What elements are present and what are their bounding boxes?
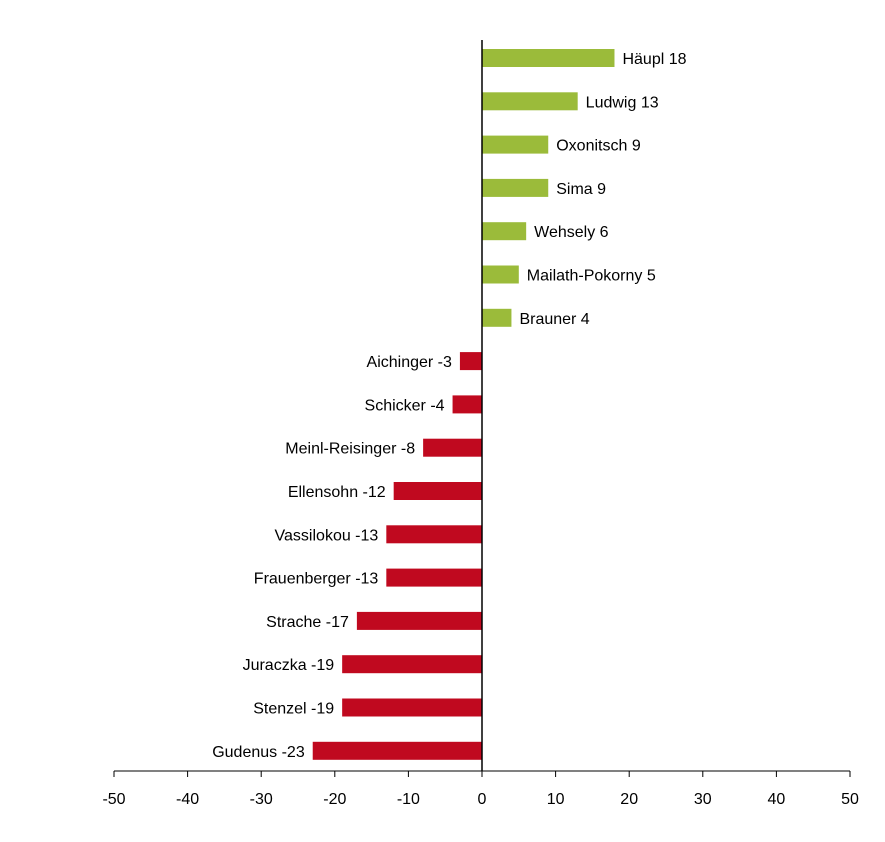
bar-label-oxonitsch: Oxonitsch 9 (556, 138, 641, 155)
x-tick-label-5: 0 (478, 791, 487, 808)
bar-frauenberger (386, 568, 482, 587)
bar-sima (482, 178, 549, 197)
x-tick-label-6: 10 (547, 791, 565, 808)
bar-label-frauenberger: Frauenberger -13 (254, 571, 379, 588)
bar-wehsely (482, 222, 527, 241)
bar-label-juraczka: Juraczka -19 (243, 657, 335, 674)
bar-label-brauner: Brauner 4 (519, 311, 589, 328)
x-tick-label-3: -20 (323, 791, 346, 808)
x-tick-label-1: -40 (176, 791, 199, 808)
x-tick-label-4: -10 (397, 791, 420, 808)
bar-label-sima: Sima 9 (556, 181, 606, 198)
x-axis: -50 -40 -30 -20 -10 0 10 20 30 40 50 (102, 40, 859, 808)
bar-label-schicker: Schicker -4 (365, 397, 445, 414)
bar-label-meinl-reisinger: Meinl-Reisinger -8 (285, 441, 415, 458)
bar-label-gudenus: Gudenus -23 (212, 744, 305, 761)
bar-label-mailath-pokorny: Mailath-Pokorny 5 (527, 268, 656, 285)
bar-label-aichinger: Aichinger -3 (367, 354, 452, 371)
bar-vassilokou (386, 525, 482, 544)
bar-label-wehsely: Wehsely 6 (534, 224, 609, 241)
bar-meinl-reisinger (423, 438, 482, 457)
bar-ellensohn (393, 482, 482, 500)
bar-label-ludwig: Ludwig 13 (586, 94, 659, 111)
x-tick-label-10: 50 (841, 791, 859, 808)
bar-stenzel (342, 698, 482, 717)
bar-label-vassilokou: Vassilokou -13 (275, 527, 379, 544)
bars-layer (312, 49, 615, 760)
bar-strache (356, 611, 482, 630)
bar-label-stenzel: Stenzel -19 (253, 701, 334, 718)
bar-mailath-pokorny (482, 265, 519, 284)
x-tick-label-2: -30 (250, 791, 273, 808)
x-tick-label-9: 40 (768, 791, 786, 808)
bar-label-h-upl: Häupl 18 (622, 51, 686, 68)
bar-aichinger (459, 352, 482, 371)
x-tick-label-7: 20 (620, 791, 638, 808)
bar-gudenus (312, 741, 482, 760)
bar-oxonitsch (482, 135, 549, 154)
x-tick-label-8: 30 (694, 791, 712, 808)
x-tick-label-0: -50 (102, 791, 125, 808)
bar-ludwig (482, 92, 578, 111)
bar-schicker (452, 395, 482, 414)
bar-label-ellensohn: Ellensohn -12 (288, 484, 386, 501)
bar-label-strache: Strache -17 (266, 614, 349, 631)
bar-brauner (482, 308, 512, 327)
bar-h-upl (482, 49, 615, 67)
bar-juraczka (342, 655, 482, 674)
bar-labels-layer: Häupl 18 Ludwig 13 Oxonitsch 9 Sima 9 Wehsel… (212, 51, 686, 761)
